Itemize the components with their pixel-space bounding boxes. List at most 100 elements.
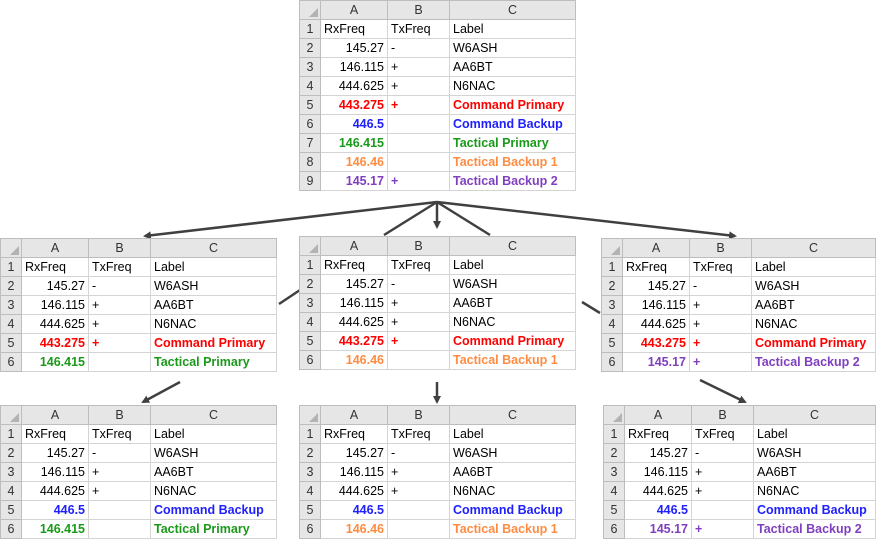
txfreq-cell[interactable]: + [691,462,754,482]
row-number[interactable]: 4 [601,314,623,334]
label-cell[interactable]: W6ASH [449,38,576,58]
rxfreq-cell[interactable]: 146.415 [21,519,89,539]
label-cell[interactable]: Tactical Backup 1 [449,152,576,172]
row-number[interactable]: 1 [0,257,22,277]
col-header-c[interactable]: C [449,0,576,20]
select-all-corner[interactable] [0,238,22,258]
row-number[interactable]: 4 [299,76,321,96]
txfreq-cell[interactable]: + [691,519,754,539]
row-number[interactable]: 3 [601,295,623,315]
txfreq-cell[interactable]: TxFreq [88,424,151,444]
txfreq-cell[interactable] [88,500,151,520]
col-header-c[interactable]: C [150,405,277,425]
label-cell[interactable]: N6NAC [449,481,576,501]
row-number[interactable]: 4 [603,481,625,501]
rxfreq-cell[interactable]: 444.625 [622,314,690,334]
row-number[interactable]: 8 [299,152,321,172]
txfreq-cell[interactable]: + [88,462,151,482]
row-number[interactable]: 2 [603,443,625,463]
rxfreq-cell[interactable]: 145.27 [320,443,388,463]
rxfreq-cell[interactable]: 443.275 [622,333,690,353]
txfreq-cell[interactable]: + [88,295,151,315]
txfreq-cell[interactable]: TxFreq [689,257,752,277]
label-cell[interactable]: Command Primary [751,333,876,353]
row-number[interactable]: 6 [0,519,22,539]
label-cell[interactable]: Tactical Primary [150,519,277,539]
row-number[interactable]: 1 [299,424,321,444]
col-header-a[interactable]: A [320,0,388,20]
txfreq-cell[interactable] [691,500,754,520]
label-cell[interactable]: W6ASH [449,443,576,463]
row-number[interactable]: 9 [299,171,321,191]
row-number[interactable]: 6 [299,350,321,370]
rxfreq-cell[interactable]: RxFreq [320,424,388,444]
rxfreq-cell[interactable]: 446.5 [21,500,89,520]
rxfreq-cell[interactable]: RxFreq [320,255,388,275]
label-cell[interactable]: AA6BT [449,293,576,313]
col-header-c[interactable]: C [449,236,576,256]
label-cell[interactable]: AA6BT [449,57,576,77]
rxfreq-cell[interactable]: 444.625 [320,481,388,501]
rxfreq-cell[interactable]: 444.625 [21,314,89,334]
txfreq-cell[interactable]: + [387,293,450,313]
label-cell[interactable]: Command Primary [150,333,277,353]
rxfreq-cell[interactable]: 145.27 [320,274,388,294]
label-cell[interactable]: Tactical Primary [449,133,576,153]
rxfreq-cell[interactable]: 145.27 [622,276,690,296]
rxfreq-cell[interactable]: 146.115 [320,462,388,482]
row-number[interactable]: 3 [603,462,625,482]
row-number[interactable]: 6 [601,352,623,372]
col-header-a[interactable]: A [320,236,388,256]
label-cell[interactable]: Command Backup [150,500,277,520]
label-cell[interactable]: Command Backup [449,114,576,134]
row-number[interactable]: 1 [601,257,623,277]
col-header-a[interactable]: A [320,405,388,425]
row-number[interactable]: 2 [299,274,321,294]
row-number[interactable]: 3 [299,57,321,77]
row-number[interactable]: 1 [603,424,625,444]
txfreq-cell[interactable] [387,152,450,172]
rxfreq-cell[interactable]: RxFreq [622,257,690,277]
select-all-corner[interactable] [603,405,625,425]
col-header-a[interactable]: A [622,238,690,258]
label-cell[interactable]: Label [751,257,876,277]
rxfreq-cell[interactable]: 443.275 [21,333,89,353]
txfreq-cell[interactable]: - [691,443,754,463]
label-cell[interactable]: Command Backup [449,500,576,520]
txfreq-cell[interactable]: + [689,314,752,334]
row-number[interactable]: 4 [299,312,321,332]
col-header-b[interactable]: B [689,238,752,258]
select-all-corner[interactable] [299,0,321,20]
rxfreq-cell[interactable]: 444.625 [624,481,692,501]
row-number[interactable]: 5 [0,500,22,520]
txfreq-cell[interactable]: + [387,462,450,482]
select-all-corner[interactable] [0,405,22,425]
label-cell[interactable]: W6ASH [150,276,277,296]
rxfreq-cell[interactable]: 146.115 [21,462,89,482]
col-header-b[interactable]: B [387,236,450,256]
row-number[interactable]: 1 [0,424,22,444]
row-number[interactable]: 5 [299,500,321,520]
rxfreq-cell[interactable]: 145.17 [622,352,690,372]
txfreq-cell[interactable]: - [387,274,450,294]
rxfreq-cell[interactable]: RxFreq [21,424,89,444]
row-number[interactable]: 6 [603,519,625,539]
txfreq-cell[interactable]: + [387,57,450,77]
label-cell[interactable]: N6NAC [449,312,576,332]
row-number[interactable]: 2 [0,276,22,296]
rxfreq-cell[interactable]: 146.46 [320,519,388,539]
rxfreq-cell[interactable]: 145.27 [21,276,89,296]
label-cell[interactable]: N6NAC [150,481,277,501]
rxfreq-cell[interactable]: 146.46 [320,350,388,370]
label-cell[interactable]: AA6BT [751,295,876,315]
label-cell[interactable]: Command Primary [449,331,576,351]
row-number[interactable]: 6 [0,352,22,372]
col-header-c[interactable]: C [751,238,876,258]
label-cell[interactable]: AA6BT [150,295,277,315]
row-number[interactable]: 3 [0,295,22,315]
txfreq-cell[interactable]: + [689,295,752,315]
row-number[interactable]: 1 [299,19,321,39]
txfreq-cell[interactable]: TxFreq [387,255,450,275]
label-cell[interactable]: AA6BT [753,462,876,482]
txfreq-cell[interactable] [88,519,151,539]
